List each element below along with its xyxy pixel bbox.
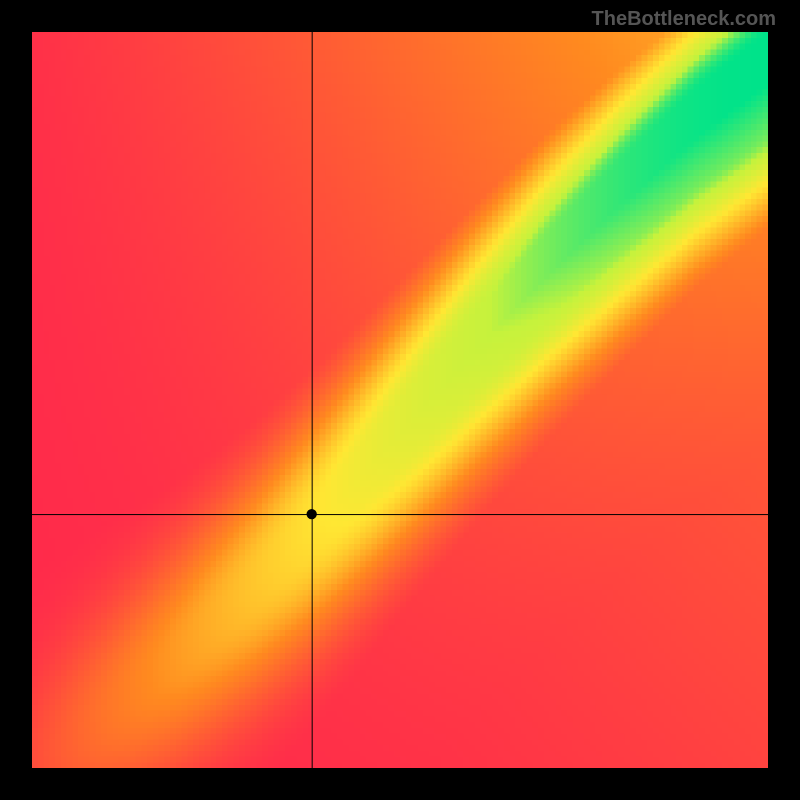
chart-container: TheBottleneck.com <box>0 0 800 800</box>
heatmap-plot <box>32 32 768 768</box>
crosshair-overlay <box>32 32 768 768</box>
watermark-text: TheBottleneck.com <box>592 8 776 31</box>
